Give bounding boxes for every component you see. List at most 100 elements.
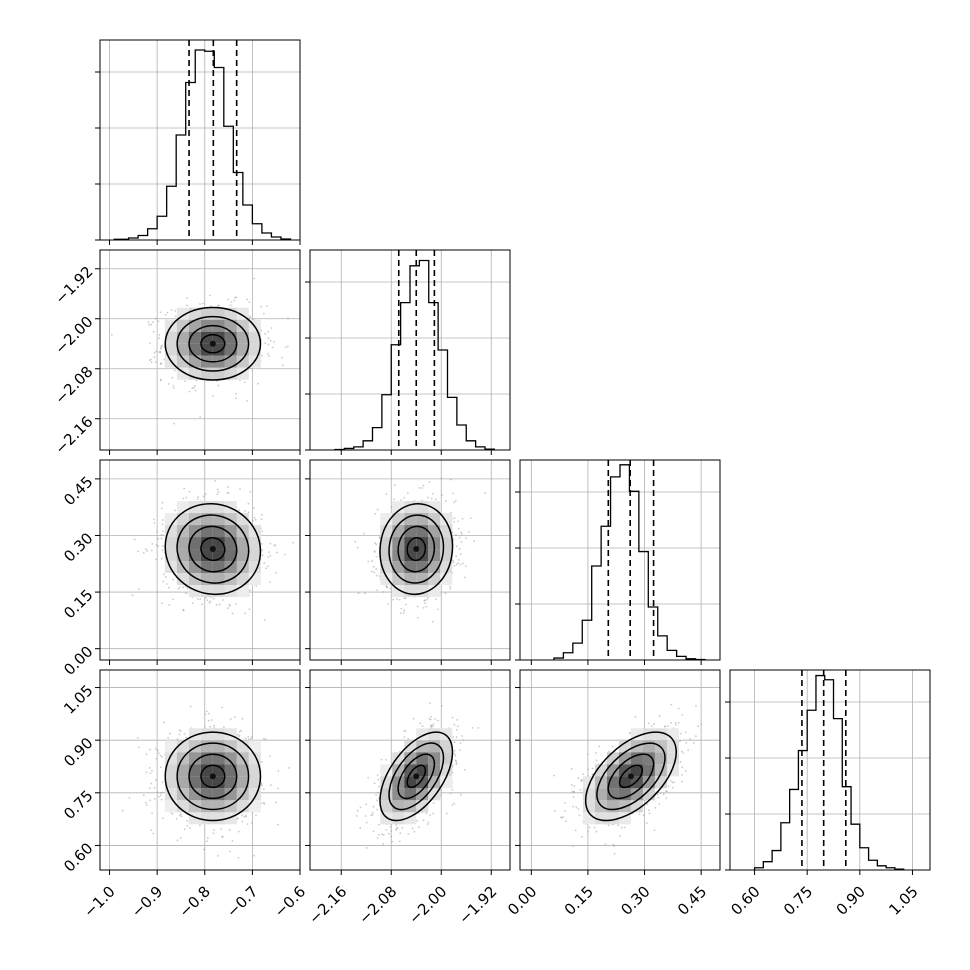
density-cell — [224, 525, 237, 538]
sample-point — [213, 726, 216, 729]
density-cell — [212, 585, 225, 598]
sample-point — [484, 492, 487, 494]
sample-point — [385, 828, 388, 831]
sample-point — [473, 540, 475, 543]
sample-point — [389, 587, 392, 590]
density-cell — [188, 319, 201, 332]
sample-point — [217, 384, 220, 387]
sample-point — [156, 791, 159, 794]
density-cell — [404, 585, 417, 598]
density-cell — [176, 764, 189, 777]
density-cell — [236, 764, 249, 777]
sample-point — [255, 814, 257, 817]
sample-point — [418, 487, 421, 489]
sample-point — [215, 603, 218, 606]
sample-point — [174, 509, 176, 512]
sample-point — [150, 829, 153, 832]
sample-point — [168, 732, 171, 735]
sample-point — [229, 605, 231, 607]
sample-point — [455, 563, 458, 566]
sample-point — [260, 518, 263, 521]
sample-point — [412, 717, 415, 720]
sample-point — [159, 363, 162, 365]
sample-point — [244, 510, 246, 512]
sample-point — [269, 339, 272, 342]
sample-point — [252, 519, 254, 522]
sample-point — [244, 612, 247, 615]
sample-point — [167, 383, 170, 385]
density-cell — [236, 549, 249, 562]
panel-frame — [309, 459, 511, 661]
sample-point — [151, 321, 154, 324]
sample-point — [457, 520, 460, 523]
density-cell — [188, 561, 201, 574]
sample-point — [455, 545, 458, 548]
sample-point — [356, 809, 359, 812]
sample-point — [376, 508, 379, 511]
density-cell — [224, 788, 237, 801]
sample-point — [196, 598, 199, 600]
sample-point — [248, 738, 251, 741]
sample-point — [374, 542, 376, 545]
sample-point — [431, 725, 434, 728]
sample-point — [460, 532, 463, 535]
sample-point — [393, 484, 396, 487]
sample-point — [212, 395, 214, 397]
sample-point — [149, 342, 151, 344]
sample-point — [396, 826, 399, 829]
sample-point — [221, 599, 224, 601]
sample-point — [220, 827, 223, 830]
sample-point — [462, 739, 465, 742]
sample-point — [376, 808, 379, 811]
sample-point — [403, 497, 406, 499]
sample-point — [241, 814, 243, 817]
sample-point — [158, 351, 161, 353]
sample-point — [158, 334, 161, 336]
sample-point — [145, 771, 148, 774]
density-peak — [209, 546, 216, 553]
sample-point — [237, 830, 240, 833]
sample-point — [374, 512, 376, 515]
sample-point — [154, 317, 157, 320]
sample-point — [423, 599, 426, 602]
sample-point — [228, 603, 231, 606]
sample-point — [275, 801, 278, 804]
sample-point — [249, 315, 252, 318]
density-cell — [236, 776, 249, 789]
sample-point — [161, 791, 164, 794]
sample-point — [171, 578, 174, 581]
sample-point — [403, 609, 406, 612]
sample-point — [180, 813, 182, 816]
sample-point — [260, 783, 263, 786]
sample-point — [451, 559, 454, 562]
sample-point — [193, 386, 195, 389]
density-cell — [176, 501, 189, 514]
sample-point — [359, 827, 362, 829]
contour-line — [188, 324, 238, 363]
sample-point — [422, 606, 425, 609]
sample-point — [154, 748, 157, 750]
panel-0-0 — [95, 39, 301, 245]
density-group — [354, 477, 487, 623]
sample-point — [454, 499, 457, 502]
sample-point — [188, 390, 191, 393]
density-peak — [209, 773, 216, 780]
density-cell — [416, 561, 429, 574]
sample-point — [411, 827, 414, 830]
sample-point — [241, 717, 244, 720]
sample-point — [373, 571, 376, 574]
density-cell — [212, 728, 225, 741]
sample-point — [265, 305, 268, 307]
contour-line — [164, 503, 262, 596]
density-group — [111, 277, 289, 425]
sample-point — [457, 562, 459, 564]
sample-point — [186, 297, 188, 299]
sample-point — [430, 715, 432, 718]
sample-point — [371, 560, 373, 562]
sample-point — [182, 586, 185, 589]
sample-point — [286, 345, 289, 348]
sample-point — [388, 832, 390, 835]
density-cell — [200, 764, 213, 777]
sample-point — [246, 823, 249, 826]
sample-point — [453, 517, 456, 520]
